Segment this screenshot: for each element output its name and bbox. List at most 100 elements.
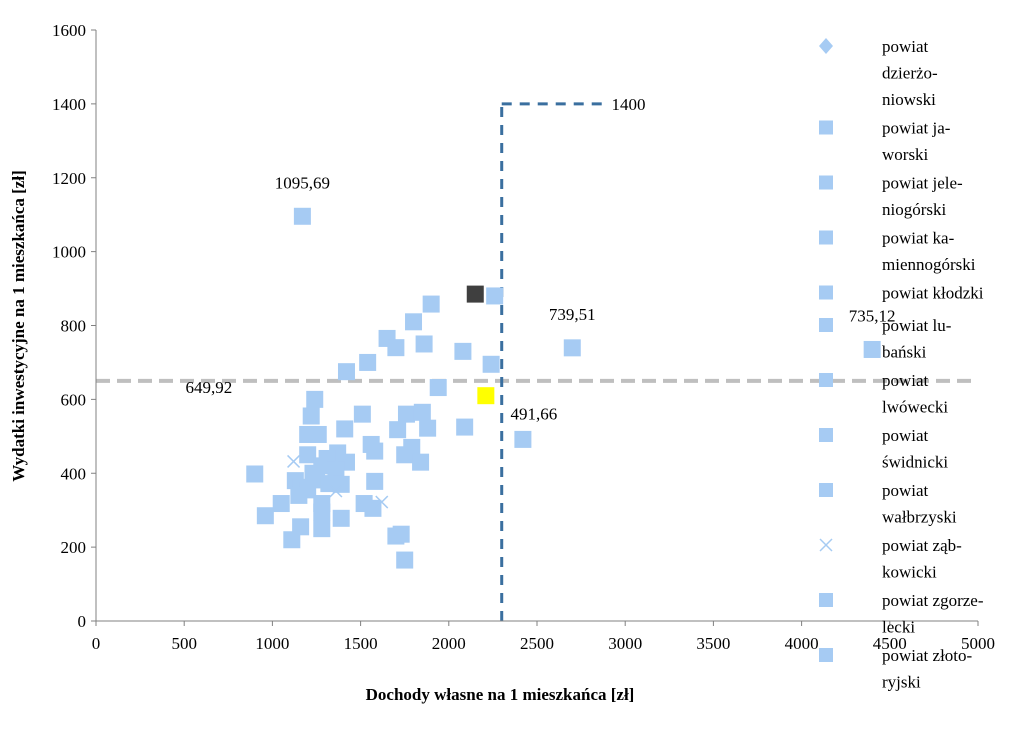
- data-point: [413, 403, 431, 421]
- legend-label: niogórski: [882, 200, 947, 219]
- data-label: 491,66: [510, 405, 557, 424]
- legend-label: świdnicki: [882, 453, 948, 472]
- data-point: [863, 340, 881, 358]
- x-tick-label: 5000: [961, 634, 995, 653]
- data-point-x: [287, 454, 301, 468]
- x-tick-label: 4000: [785, 634, 819, 653]
- reference-line-label: 1400: [612, 95, 646, 114]
- data-point: [290, 486, 308, 504]
- legend-marker-square: [819, 483, 833, 497]
- x-tick-label: 2500: [520, 634, 554, 653]
- legend-entry: powiat dzierżo-niowski: [819, 37, 938, 109]
- legend-label: wałbrzyski: [882, 508, 957, 527]
- legend-label: lecki: [882, 618, 915, 637]
- y-tick-label: 0: [78, 612, 87, 631]
- y-tick-label: 800: [61, 317, 87, 336]
- x-tick-label: 1500: [344, 634, 378, 653]
- data-point: [412, 453, 430, 471]
- data-point: [429, 379, 447, 397]
- legend-marker-square: [819, 175, 833, 190]
- legend-entry: powiat świdnicki: [819, 426, 948, 472]
- legend-marker-square: [819, 593, 833, 607]
- data-point: [313, 520, 331, 538]
- x-axis-title: Dochody własne na 1 mieszkańca [zł]: [366, 685, 635, 704]
- data-point: [563, 339, 581, 357]
- data-point: [256, 507, 274, 525]
- legend-entry: powiat kłodzki: [819, 284, 984, 303]
- legend-label: miennogórski: [882, 255, 976, 274]
- legend-label: dzierżo-: [882, 64, 938, 83]
- data-point: [313, 503, 331, 521]
- y-tick-label: 600: [61, 390, 87, 409]
- data-point: [364, 499, 382, 517]
- reference-line-label: 649,92: [186, 378, 233, 397]
- data-point: [309, 425, 327, 443]
- data-point-x: [375, 495, 389, 509]
- y-tick-label: 400: [61, 464, 87, 483]
- legend-label: powiat zgorze-: [882, 591, 984, 610]
- legend-marker-square: [819, 428, 833, 442]
- data-point: [422, 295, 440, 313]
- x-tick-label: 2000: [432, 634, 466, 653]
- y-tick-label: 200: [61, 538, 87, 557]
- data-point: [387, 339, 405, 357]
- legend-label: kowicki: [882, 563, 937, 582]
- data-point: [332, 475, 350, 493]
- y-tick-label: 1600: [52, 21, 86, 40]
- legend-marker-square: [819, 230, 833, 245]
- data-point: [337, 363, 355, 381]
- data-point: [454, 342, 472, 360]
- data-point: [396, 446, 414, 464]
- x-tick-label: 3000: [608, 634, 642, 653]
- x-tick-label: 1000: [255, 634, 289, 653]
- data-point: [477, 387, 495, 405]
- legend-entry: powiat ja-worski: [819, 119, 951, 164]
- legend-entry: powiat złoto-ryjski: [819, 646, 973, 692]
- data-point: [299, 446, 317, 464]
- legend-label: powiat złoto-: [882, 646, 973, 665]
- legend-label: powiat: [882, 371, 929, 390]
- data-point: [302, 407, 320, 425]
- legend-label: powiat ka-: [882, 229, 955, 248]
- legend-entry: powiat lwówecki: [819, 371, 948, 417]
- x-tick-label: 0: [92, 634, 101, 653]
- legend-entry: powiat ząb-kowicki: [819, 536, 962, 582]
- legend-label: powiat lu-: [882, 316, 952, 335]
- data-label: 739,51: [549, 305, 596, 324]
- data-point: [482, 355, 500, 373]
- data-point: [486, 287, 504, 305]
- data-point: [514, 430, 532, 448]
- legend-label: powiat jele-: [882, 174, 963, 193]
- legend-marker-square: [819, 648, 833, 662]
- y-axis-title: Wydatki inwestycyjne na 1 mieszkańca [zł…: [9, 170, 28, 482]
- data-point: [283, 531, 301, 549]
- legend-marker-square: [819, 285, 833, 300]
- y-tick-label: 1400: [52, 95, 86, 114]
- data-point: [306, 390, 324, 408]
- data-point: [405, 313, 423, 331]
- legend-label: powiat kłodzki: [882, 284, 984, 303]
- x-tick-label: 500: [171, 634, 197, 653]
- data-point: [396, 551, 414, 569]
- data-point: [292, 518, 310, 536]
- legend-marker-square: [819, 373, 833, 387]
- legend-entry: powiat ka-miennogórski: [819, 229, 976, 274]
- y-tick-label: 1200: [52, 169, 86, 188]
- legend-entry: powiat zgorze-lecki: [819, 591, 984, 637]
- tick-labels: 0 500 1000 1500 2000 2500 3000 3500 4000 4500 5000…: [52, 21, 995, 653]
- data-point: [353, 405, 371, 423]
- data-point: [293, 207, 311, 225]
- data-point: [366, 472, 384, 490]
- data-point: [272, 495, 290, 513]
- data-label: 1095,69: [275, 173, 330, 192]
- data-point-x: [329, 484, 343, 498]
- data-point: [336, 420, 354, 438]
- legend-label: powiat: [882, 481, 929, 500]
- x-tick-label: 3500: [696, 634, 730, 653]
- legend-label: powiat: [882, 37, 929, 56]
- data-point: [359, 353, 377, 371]
- legend-marker-diamond: [819, 38, 833, 54]
- legend-label: bański: [882, 343, 927, 362]
